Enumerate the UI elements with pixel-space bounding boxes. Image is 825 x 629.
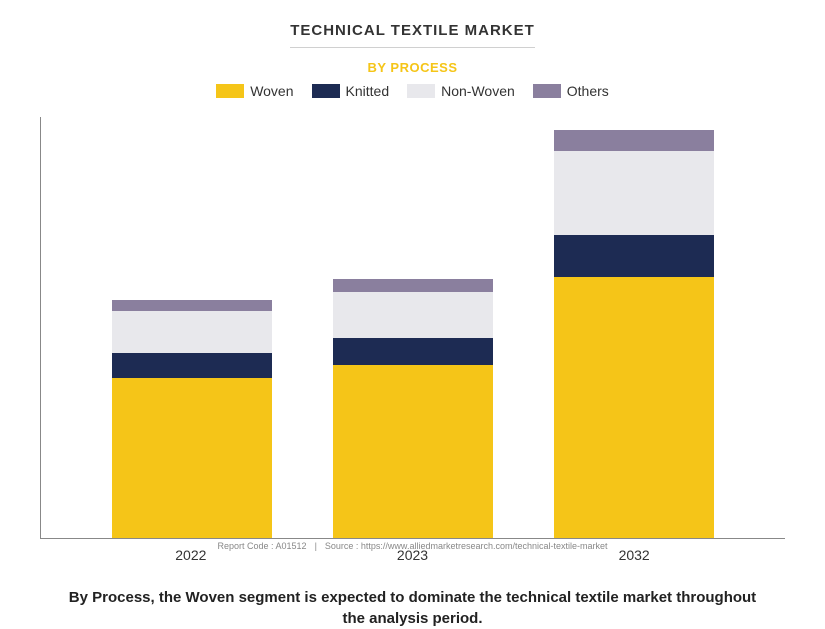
bar-stack (333, 117, 493, 538)
seg-woven (333, 365, 493, 538)
legend-swatch (407, 84, 435, 98)
bar-2023 (333, 117, 493, 538)
bar-stack (112, 117, 272, 538)
legend-label: Others (567, 83, 609, 99)
legend-label: Knitted (346, 83, 390, 99)
legend-label: Woven (250, 83, 293, 99)
seg-woven (112, 378, 272, 538)
chart-caption: By Process, the Woven segment is expecte… (40, 587, 785, 629)
footer: Report Code : A01512 | Source : https://… (0, 541, 825, 551)
legend-swatch (312, 84, 340, 98)
bar-2032 (554, 117, 714, 538)
legend-item-woven: Woven (216, 83, 293, 99)
seg-knitted (333, 338, 493, 365)
chart-area: 2022 2023 2032 (40, 117, 785, 563)
seg-nonwoven (112, 311, 272, 353)
legend-item-nonwoven: Non-Woven (407, 83, 515, 99)
bar-2022 (112, 117, 272, 538)
stacked-bar-chart (40, 117, 785, 539)
legend-item-others: Others (533, 83, 609, 99)
legend-swatch (216, 84, 244, 98)
legend-item-knitted: Knitted (312, 83, 390, 99)
seg-others (554, 130, 714, 151)
seg-knitted (112, 353, 272, 378)
chart-subtitle: BY PROCESS (367, 60, 457, 75)
seg-nonwoven (554, 151, 714, 235)
chart-title: TECHNICAL TEXTILE MARKET (290, 22, 535, 48)
seg-knitted (554, 235, 714, 277)
legend-swatch (533, 84, 561, 98)
divider-icon: | (315, 541, 317, 551)
report-code: Report Code : A01512 (217, 541, 306, 551)
seg-others (333, 279, 493, 292)
legend-label: Non-Woven (441, 83, 515, 99)
source-text: Source : https://www.alliedmarketresearc… (325, 541, 608, 551)
seg-woven (554, 277, 714, 538)
seg-others (112, 300, 272, 311)
seg-nonwoven (333, 292, 493, 338)
chart-container: TECHNICAL TEXTILE MARKET BY PROCESS Wove… (0, 0, 825, 557)
bar-stack (554, 117, 714, 538)
legend: Woven Knitted Non-Woven Others (216, 83, 609, 99)
